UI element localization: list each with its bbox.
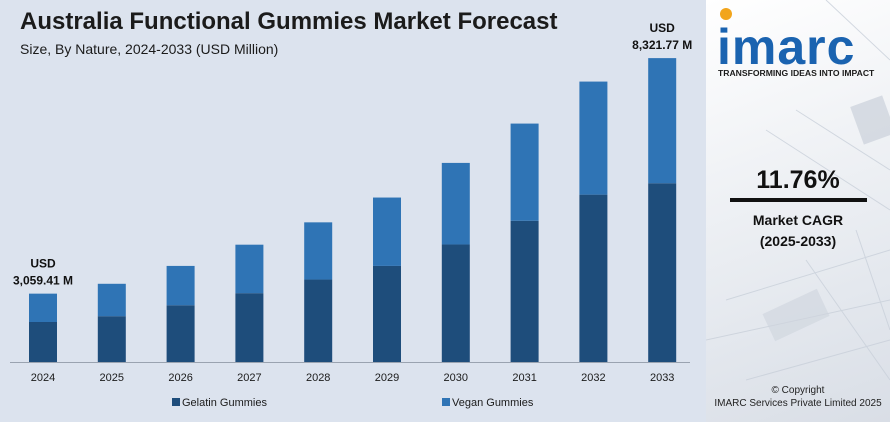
x-tick-label: 2028: [306, 372, 330, 384]
chart-panel: Australia Functional Gummies Market Fore…: [10, 8, 693, 409]
bar-gelatin-gummies-2031: [510, 220, 539, 362]
bar-vegan-gummies-2030: [441, 162, 470, 245]
chart-title: Australia Functional Gummies Market Fore…: [20, 8, 558, 35]
x-tick-label: 2024: [31, 372, 55, 384]
cagr-label: Market CAGR: [752, 212, 844, 228]
cagr-divider: [730, 198, 867, 202]
legend-label: Gelatin Gummies: [182, 397, 267, 409]
x-tick-label: 2025: [100, 372, 124, 384]
bar-gelatin-gummies-2026: [166, 305, 195, 362]
bar-gelatin-gummies-2033: [648, 183, 677, 362]
bar-vegan-gummies-2029: [373, 197, 401, 266]
x-tick-label: 2030: [444, 372, 468, 384]
bar-vegan-gummies-2024: [29, 293, 57, 323]
logo-dot: [720, 8, 732, 20]
copyright-owner: IMARC Services Private Limited 2025: [714, 398, 882, 409]
bar-gelatin-gummies-2024: [29, 322, 57, 362]
cagr-value: 11.76%: [756, 166, 840, 194]
x-tick-label: 2026: [168, 372, 192, 384]
bar-gelatin-gummies-2032: [579, 194, 608, 362]
x-tick-label: 2032: [581, 372, 605, 384]
bar-vegan-gummies-2031: [510, 123, 539, 221]
bar-gelatin-gummies-2029: [373, 265, 401, 362]
copyright-text: © Copyright: [771, 385, 825, 396]
legend-label: Vegan Gummies: [452, 397, 534, 409]
x-tick-label: 2029: [375, 372, 399, 384]
x-tick-label: 2033: [650, 372, 674, 384]
x-tick-label: 2031: [512, 372, 536, 384]
side-panel: imarc TRANSFORMING IDEAS INTO IMPACT 11.…: [706, 0, 890, 422]
chart-subtitle: Size, By Nature, 2024-2033 (USD Million): [20, 41, 279, 57]
x-tick-label: 2027: [237, 372, 261, 384]
logo-tagline: TRANSFORMING IDEAS INTO IMPACT: [718, 68, 875, 78]
bar-gelatin-gummies-2027: [235, 293, 264, 362]
bar-gelatin-gummies-2030: [441, 244, 470, 362]
value-annotation-currency: USD: [30, 257, 56, 271]
value-annotation-currency: USD: [650, 21, 676, 35]
bar-chart: 2024 2025 2026 2027 2028 2029 2030 2031 2032 2033…: [10, 21, 692, 409]
value-annotation-amount: 8,321.77 M: [632, 38, 692, 52]
bar-vegan-gummies-2032: [579, 81, 608, 195]
legend-swatch: [172, 398, 180, 406]
cagr-period: (2025-2033): [759, 233, 837, 249]
bar-gelatin-gummies-2028: [304, 279, 333, 362]
bar-gelatin-gummies-2025: [97, 316, 126, 362]
value-annotation-amount: 3,059.41 M: [13, 274, 73, 288]
bar-vegan-gummies-2033: [648, 58, 677, 184]
bar-vegan-gummies-2026: [166, 265, 195, 306]
bar-vegan-gummies-2027: [235, 244, 264, 294]
bar-vegan-gummies-2025: [97, 283, 126, 317]
decorative-background-graphic: [706, 0, 890, 381]
legend-swatch: [442, 398, 450, 406]
bar-vegan-gummies-2028: [304, 222, 333, 280]
imarc-logo: imarc: [717, 19, 856, 75]
